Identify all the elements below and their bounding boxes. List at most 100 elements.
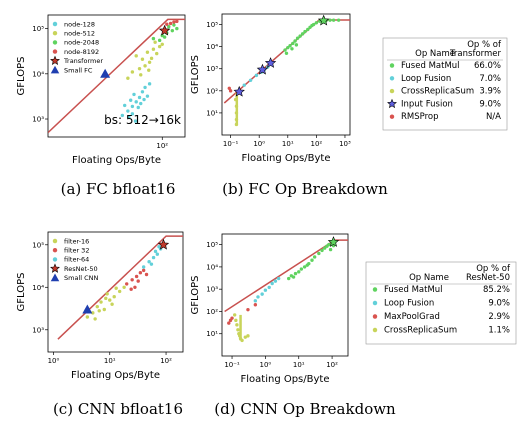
- data-point: [276, 276, 281, 281]
- legend: node-128 node-512node-2048node-8192Transf…: [50, 20, 103, 74]
- data-point: [141, 265, 146, 269]
- data-point: [145, 50, 150, 54]
- x-tick-label: 10⁰: [253, 140, 265, 148]
- y-tick-label: 10³: [206, 65, 218, 73]
- legend-marker: [52, 257, 58, 262]
- data-point: [139, 101, 143, 106]
- data-point: [243, 335, 248, 339]
- y-tick-label: 10⁵: [32, 25, 44, 33]
- y-tick-label: 10⁴: [32, 284, 44, 292]
- legend-marker: [52, 21, 58, 27]
- legend-marker: [50, 263, 60, 273]
- table-op-name: RMSProp: [401, 112, 439, 122]
- data-point: [137, 66, 142, 71]
- series-resnet-50: [157, 238, 170, 250]
- data-point: [270, 281, 274, 286]
- x-axis-label: Floating Ops/Byte: [242, 153, 331, 164]
- table-header-pct: Op % of: [467, 40, 502, 50]
- table-op-name: Loop Fusion: [384, 299, 434, 309]
- data-point: [134, 274, 139, 279]
- x-tick-label: 10⁰: [260, 361, 272, 369]
- legend-marker: [52, 49, 58, 54]
- data-point: [126, 76, 130, 80]
- data-point: [141, 268, 146, 273]
- plot-frame: [47, 231, 184, 353]
- table-op-name: Fused MatMul: [401, 61, 460, 71]
- data-point: [168, 21, 173, 26]
- data-point: [138, 271, 143, 275]
- data-point: [97, 309, 101, 313]
- y-tick-label: 10⁵: [206, 21, 218, 29]
- data-point: [104, 296, 108, 301]
- data-point: [93, 317, 97, 321]
- data-point: [291, 275, 296, 279]
- table-op-name: Input Fusion: [401, 99, 453, 109]
- series-small-cnn: [82, 304, 93, 314]
- data-point: [283, 48, 287, 52]
- data-point: [143, 85, 147, 90]
- x-axis-label: Floating Ops/Byte: [71, 370, 160, 381]
- data-point: [172, 20, 176, 24]
- data-point: [167, 25, 171, 29]
- panel-b: 10¹ 10² 10³ 10⁴ 10⁵ 10⁻¹ 10⁰ 10¹ 10² 10³ Floating …: [190, 13, 508, 198]
- data-point: [151, 255, 156, 260]
- y-tick-label: 10³: [32, 326, 44, 334]
- data-point: [286, 276, 291, 281]
- data-point: [142, 97, 146, 102]
- data-point: [157, 245, 161, 249]
- data-point: [95, 304, 99, 309]
- legend-label: node-512: [64, 30, 95, 38]
- data-point: [132, 92, 136, 97]
- legend-marker: [52, 238, 58, 244]
- data-point: [248, 78, 253, 82]
- y-tick-label: 10¹: [206, 330, 218, 338]
- legend-marker: [52, 30, 58, 36]
- x-tick-label: 10⁻¹: [224, 361, 240, 369]
- data-point: [314, 21, 319, 25]
- legend-marker: [52, 40, 58, 45]
- data-point: [228, 89, 233, 93]
- data-point: [147, 60, 152, 64]
- table-marker: [372, 327, 378, 333]
- legend-label: ResNet-50: [64, 265, 98, 273]
- data-point: [242, 83, 246, 87]
- data-point: [145, 94, 150, 98]
- data-point: [232, 313, 237, 317]
- table-header-model: ResNet-50: [466, 273, 510, 283]
- legend-label: filter-64: [64, 256, 89, 264]
- x-tick-label: 10⁻¹: [223, 140, 239, 148]
- y-tick-label: 10⁵: [32, 241, 44, 249]
- data-point: [130, 112, 135, 116]
- data-point: [306, 27, 310, 32]
- x-tick-label: 10¹: [282, 140, 294, 148]
- data-point: [299, 267, 304, 271]
- data-point: [254, 73, 259, 78]
- series-crossreplicasum: [233, 91, 241, 127]
- panel-caption: (c) CNN bfloat16: [53, 400, 183, 418]
- data-point: [291, 41, 295, 46]
- y-tick-label: 10²: [206, 87, 218, 95]
- data-point: [284, 51, 289, 55]
- table-op-name: CrossReplicaSum: [384, 326, 457, 336]
- data-point: [112, 295, 116, 299]
- series-transformer: [317, 14, 330, 26]
- series-loop-fusion: [253, 276, 281, 303]
- plot-frame: [47, 14, 186, 138]
- data-point: [328, 247, 333, 252]
- data-point: [122, 103, 127, 108]
- legend-label: node-128: [64, 20, 95, 28]
- data-point: [117, 289, 122, 294]
- table-header-op: Op Name: [409, 273, 449, 283]
- table-header-op: Op Name: [415, 49, 455, 59]
- data-point: [133, 285, 137, 289]
- data-point: [327, 242, 331, 247]
- table-op-pct: 66.0%: [474, 61, 501, 71]
- data-point: [293, 271, 298, 276]
- panel-a: 10³ 10⁴ 10⁵ 10² Floating Ops/Byte GFLOPS node-…: [16, 14, 186, 198]
- data-point: [311, 22, 316, 27]
- data-point: [147, 82, 152, 86]
- x-tick-label: 10²: [311, 140, 323, 148]
- data-point: [267, 285, 271, 290]
- data-point: [300, 32, 305, 36]
